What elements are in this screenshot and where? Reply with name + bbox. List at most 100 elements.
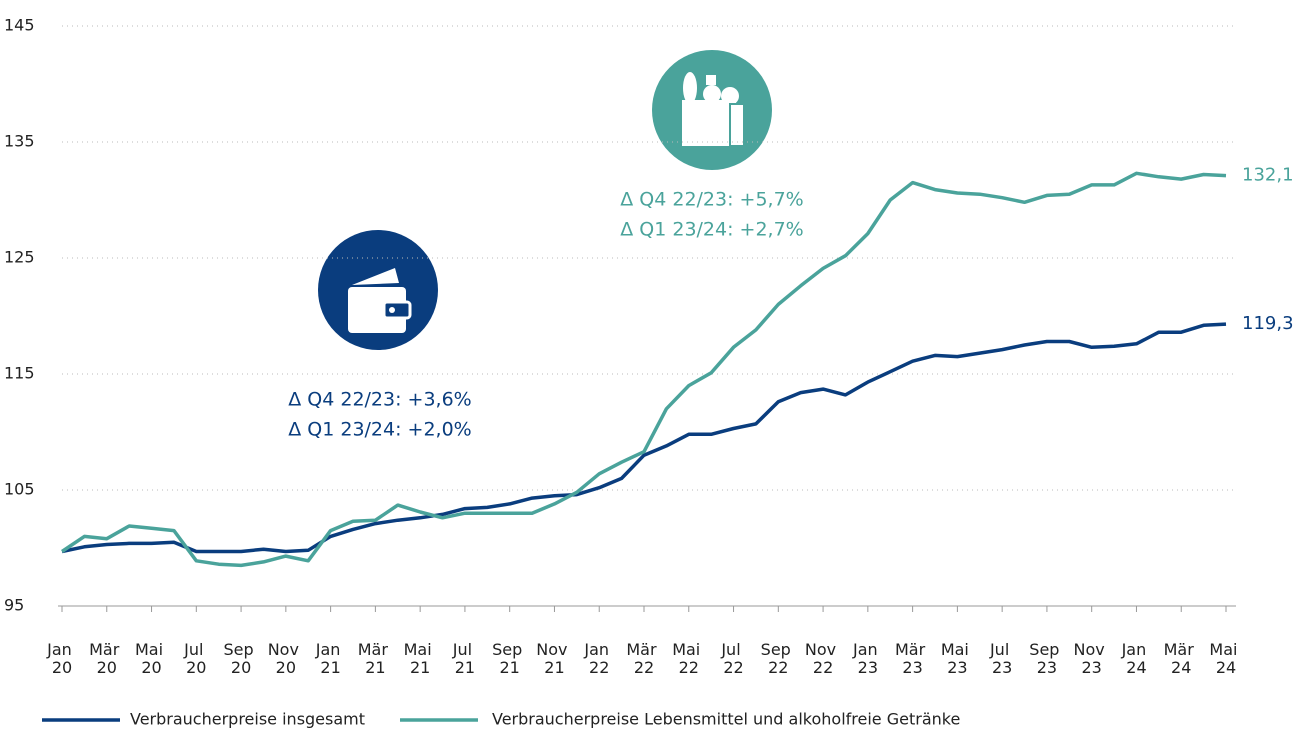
x-tick-label: Jul 22 xyxy=(720,640,745,677)
x-tick-year: 23 xyxy=(1037,658,1057,677)
x-tick-label: Jan 22 xyxy=(583,640,614,677)
x-tick-month: Nov xyxy=(805,640,841,659)
x-tick-month: Mär xyxy=(1164,640,1199,659)
x-tick-month: Mär xyxy=(626,640,661,659)
x-tick-label: Jul 23 xyxy=(989,640,1014,677)
x-tick-month: Jan xyxy=(1121,640,1152,659)
x-tick-year: 23 xyxy=(947,658,967,677)
legend-label: Verbraucherpreise insgesamt xyxy=(130,710,365,729)
y-tick-label: 115 xyxy=(4,364,35,383)
x-tick-month: Nov xyxy=(536,640,572,659)
x-tick-label: Mai 21 xyxy=(404,640,437,677)
x-tick-month: Jan xyxy=(46,640,77,659)
grocery-icon xyxy=(652,50,772,170)
x-tick-month: Mär xyxy=(89,640,124,659)
x-tick-month: Mai xyxy=(404,640,437,659)
x-tick-label: Sep 23 xyxy=(1029,640,1064,677)
y-tick-label: 125 xyxy=(4,248,35,267)
x-tick-year: 21 xyxy=(500,658,520,677)
x-tick-month: Jan xyxy=(315,640,346,659)
x-tick-label: Nov 21 xyxy=(536,640,572,677)
x-tick-year: 22 xyxy=(768,658,788,677)
annotation: Δ Q4 22/23: +5,7% xyxy=(620,189,804,211)
x-tick-month: Mär xyxy=(358,640,393,659)
x-tick-month: Mai xyxy=(941,640,974,659)
y-tick-label: 135 xyxy=(4,132,35,151)
x-tick-year: 21 xyxy=(410,658,430,677)
x-tick-year: 21 xyxy=(455,658,475,677)
x-tick-year: 24 xyxy=(1216,658,1236,677)
y-tick-label: 95 xyxy=(4,596,24,615)
x-tick-month: Mär xyxy=(895,640,930,659)
x-tick-year: 20 xyxy=(231,658,251,677)
x-tick-month: Jul xyxy=(452,640,477,659)
x-tick-month: Jul xyxy=(989,640,1014,659)
annotation: Δ Q4 22/23: +3,6% xyxy=(288,389,472,411)
x-tick-year: 20 xyxy=(276,658,296,677)
x-tick-label: Jan 24 xyxy=(1121,640,1152,677)
x-tick-month: Mai xyxy=(672,640,705,659)
x-tick-month: Jan xyxy=(583,640,614,659)
x-tick-label: Jan 20 xyxy=(46,640,77,677)
x-tick-year: 22 xyxy=(813,658,833,677)
x-tick-label: Jul 20 xyxy=(183,640,208,677)
x-tick-year: 22 xyxy=(723,658,743,677)
x-tick-month: Nov xyxy=(1074,640,1110,659)
x-tick-year: 24 xyxy=(1171,658,1191,677)
x-tick-year: 21 xyxy=(365,658,385,677)
x-tick-year: 23 xyxy=(1082,658,1102,677)
x-tick-month: Jul xyxy=(720,640,745,659)
x-tick-month: Jan xyxy=(852,640,883,659)
x-tick-month: Sep xyxy=(761,640,796,659)
x-tick-month: Nov xyxy=(268,640,304,659)
x-tick-year: 23 xyxy=(858,658,878,677)
x-tick-month: Sep xyxy=(1029,640,1064,659)
x-tick-label: Mär 22 xyxy=(626,640,661,677)
x-tick-label: Jan 21 xyxy=(315,640,346,677)
x-tick-year: 22 xyxy=(679,658,699,677)
x-tick-label: Mär 24 xyxy=(1164,640,1199,677)
value-label: 132,1 xyxy=(1242,165,1294,186)
x-tick-year: 22 xyxy=(634,658,654,677)
x-tick-year: 21 xyxy=(320,658,340,677)
x-tick-month: Jul xyxy=(183,640,208,659)
x-tick-year: 21 xyxy=(544,658,564,677)
x-tick-year: 23 xyxy=(992,658,1012,677)
x-tick-label: Mai 22 xyxy=(672,640,705,677)
x-tick-label: Sep 20 xyxy=(223,640,258,677)
x-tick-month: Mai xyxy=(135,640,168,659)
series-line xyxy=(61,322,1227,554)
x-tick-label: Mär 23 xyxy=(895,640,930,677)
x-tick-year: 23 xyxy=(902,658,922,677)
series-line xyxy=(61,171,1227,568)
y-tick-label: 105 xyxy=(4,480,35,499)
x-tick-label: Sep 21 xyxy=(492,640,527,677)
x-tick-label: Mär 21 xyxy=(358,640,393,677)
x-tick-year: 20 xyxy=(186,658,206,677)
annotation: Δ Q1 23/24: +2,0% xyxy=(288,419,472,441)
x-tick-label: Mai 20 xyxy=(135,640,168,677)
x-tick-label: Nov 23 xyxy=(1074,640,1110,677)
x-tick-label: Sep 22 xyxy=(761,640,796,677)
wallet-icon xyxy=(318,230,438,350)
x-tick-month: Sep xyxy=(492,640,527,659)
x-tick-year: 20 xyxy=(97,658,117,677)
x-tick-month: Mai xyxy=(1209,640,1242,659)
x-tick-label: Jan 23 xyxy=(852,640,883,677)
x-tick-label: Mär 20 xyxy=(89,640,124,677)
legend-label: Verbraucherpreise Lebensmittel und alkoh… xyxy=(492,710,960,729)
x-tick-year: 20 xyxy=(141,658,161,677)
x-tick-year: 24 xyxy=(1126,658,1146,677)
x-tick-year: 20 xyxy=(52,658,72,677)
annotation: Δ Q1 23/24: +2,7% xyxy=(620,219,804,241)
y-tick-label: 145 xyxy=(4,16,35,35)
x-tick-label: Mai 23 xyxy=(941,640,974,677)
x-tick-label: Nov 20 xyxy=(268,640,304,677)
x-tick-label: Nov 22 xyxy=(805,640,841,677)
x-tick-year: 22 xyxy=(589,658,609,677)
x-tick-month: Sep xyxy=(223,640,258,659)
value-label: 119,3 xyxy=(1242,313,1294,334)
x-tick-label: Mai 24 xyxy=(1209,640,1242,677)
x-tick-label: Jul 21 xyxy=(452,640,477,677)
